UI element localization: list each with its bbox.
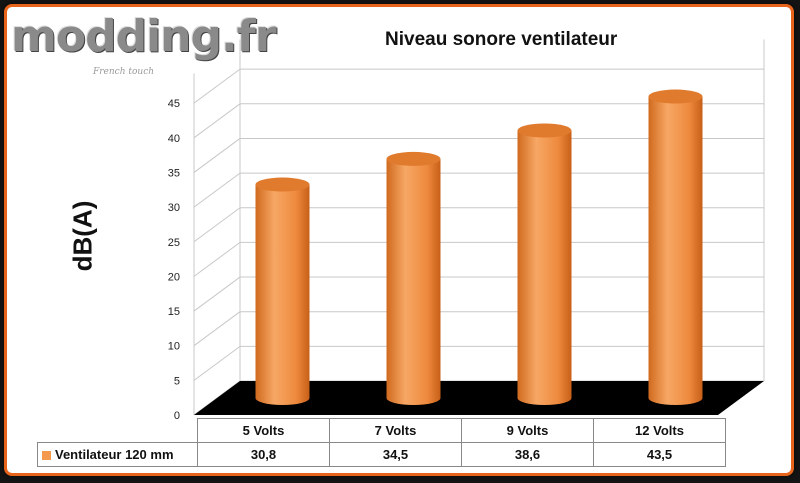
table-header-row: 5 Volts 7 Volts 9 Volts 12 Volts — [38, 418, 726, 443]
y-tick-label: 5 — [174, 375, 180, 387]
gridline — [193, 68, 241, 104]
category-label: 12 Volts — [593, 418, 726, 443]
bar-body — [386, 158, 441, 406]
bar-top — [386, 151, 441, 166]
gridline — [193, 276, 241, 312]
bar-top — [648, 89, 703, 104]
table-row: Ventilateur 120 mm 30,8 34,5 38,6 43,5 — [37, 442, 726, 467]
gridline — [193, 311, 241, 347]
data-label: 43,5 — [593, 442, 726, 467]
series-name: Ventilateur 120 mm — [55, 447, 174, 462]
table-corner — [38, 419, 198, 443]
data-label: 38,6 — [461, 442, 594, 467]
y-tick-label: 30 — [168, 202, 180, 214]
site-logo-tagline: French touch — [93, 67, 155, 77]
gridline — [193, 172, 241, 208]
legend-swatch — [42, 451, 51, 461]
y-tick-label: 0 — [174, 410, 180, 422]
bar-top — [255, 177, 310, 192]
y-tick-label: 25 — [168, 237, 180, 249]
y-tick-label: 10 — [168, 341, 180, 353]
y-tick-label: 15 — [168, 306, 180, 318]
category-label: 7 Volts — [329, 418, 462, 443]
bar — [648, 89, 703, 406]
bar-body — [255, 184, 310, 406]
bar — [517, 123, 572, 406]
category-label: 9 Volts — [461, 418, 594, 443]
chart-title: Niveau sonore ventilateur — [385, 29, 618, 50]
bar — [386, 151, 441, 406]
gridline — [193, 241, 241, 277]
bar — [255, 177, 310, 406]
gridline — [193, 345, 241, 381]
category-label: 5 Volts — [197, 418, 330, 443]
y-tick-label: 45 — [168, 98, 180, 110]
gridline — [193, 103, 241, 139]
data-label: 34,5 — [329, 442, 462, 467]
y-tick-label: 20 — [168, 271, 180, 283]
chart-floor — [194, 381, 764, 415]
y-tick-label: 40 — [168, 133, 180, 145]
gridline — [193, 138, 241, 173]
y-tick-label: 35 — [168, 167, 180, 179]
gridline — [193, 207, 241, 243]
y-axis-label: dB(A) — [67, 200, 98, 272]
data-label: 30,8 — [197, 442, 330, 467]
site-logo: modding.fr — [11, 11, 277, 62]
legend-entry: Ventilateur 120 mm — [37, 442, 198, 467]
bar-top — [517, 123, 572, 138]
bar-body — [517, 130, 572, 406]
bar-body — [648, 96, 703, 406]
data-table: 5 Volts 7 Volts 9 Volts 12 Volts Ventila… — [37, 418, 726, 467]
